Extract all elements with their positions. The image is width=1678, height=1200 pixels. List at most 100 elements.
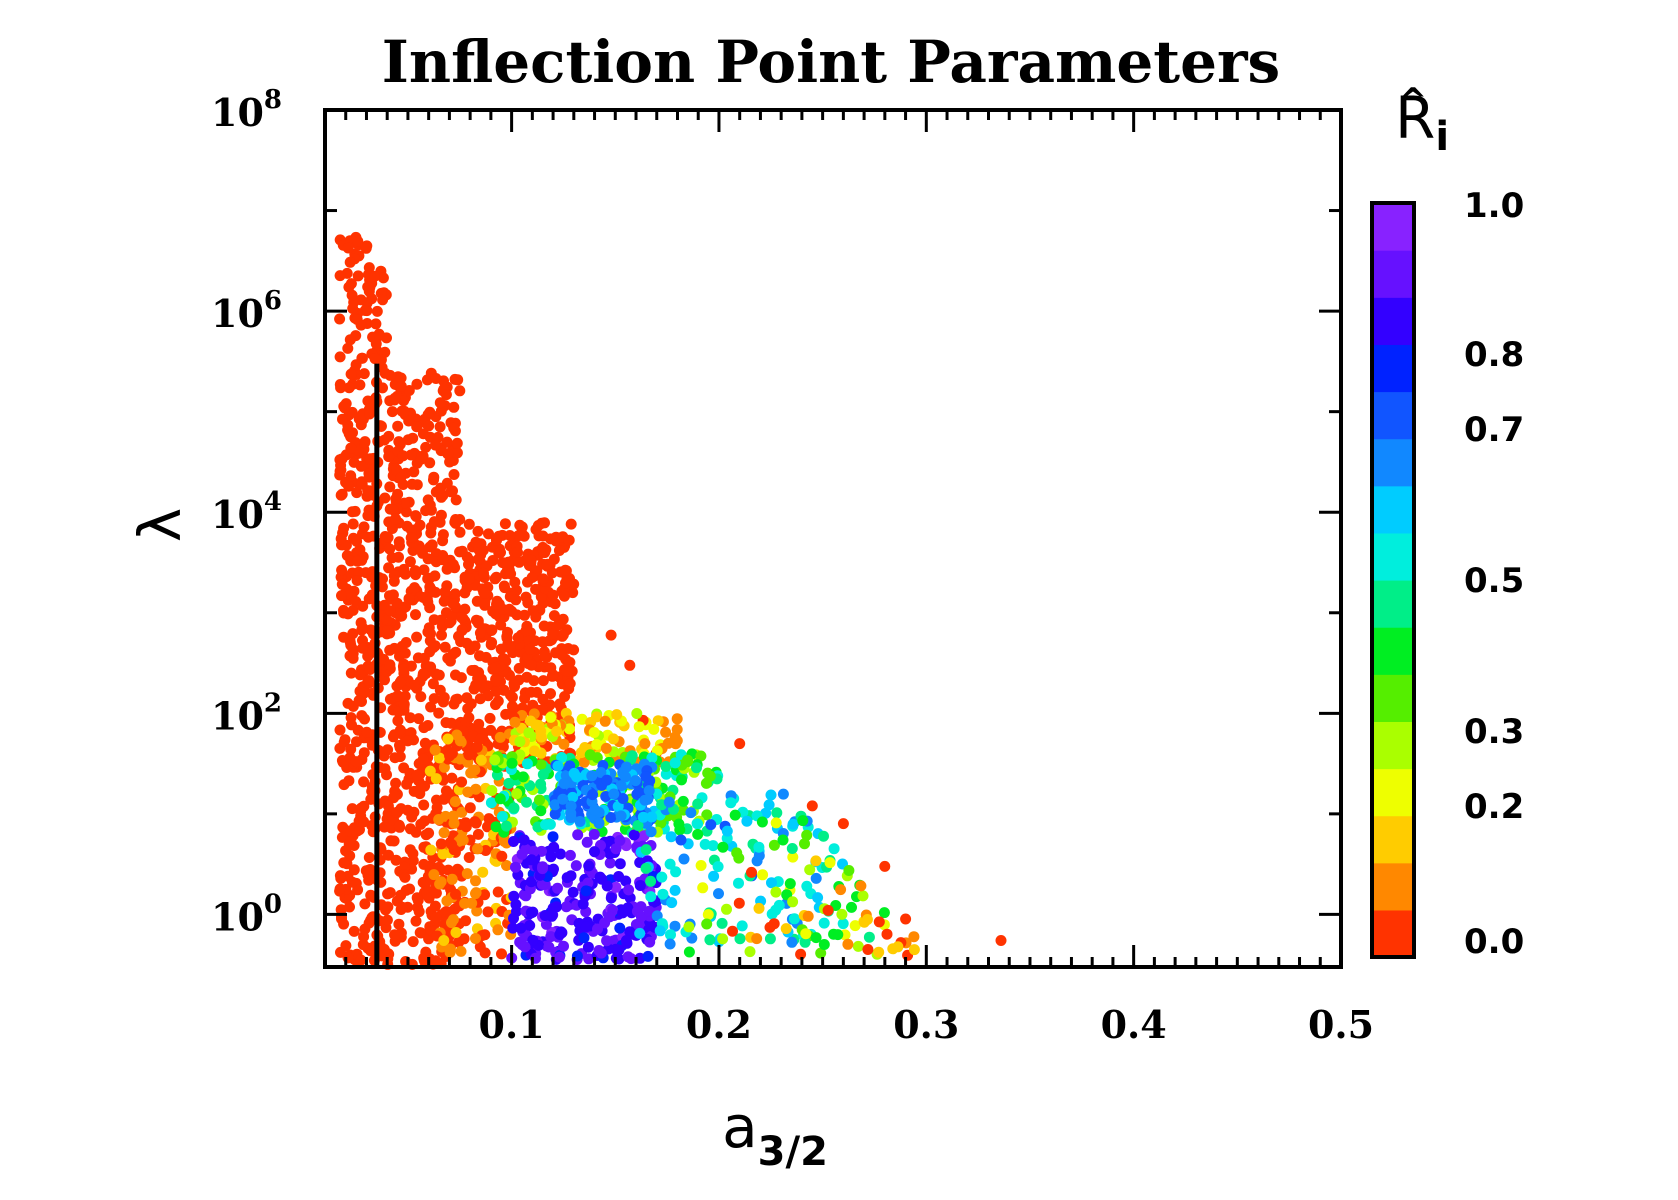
- data-point: [398, 395, 410, 407]
- data-point: [509, 576, 521, 588]
- data-point: [445, 717, 457, 729]
- data-point: [506, 691, 518, 703]
- data-point: [420, 505, 432, 517]
- data-point: [736, 920, 748, 932]
- data-point: [396, 901, 408, 913]
- data-point: [619, 771, 631, 783]
- data-point: [454, 753, 466, 765]
- data-point: [392, 690, 404, 702]
- data-point: [528, 845, 540, 857]
- data-point: [525, 715, 536, 727]
- data-point: [386, 406, 398, 418]
- data-point: [818, 830, 829, 842]
- data-point: [712, 861, 724, 873]
- data-point: [403, 593, 415, 605]
- data-point: [338, 857, 350, 869]
- data-point: [347, 652, 359, 664]
- data-point: [454, 385, 466, 397]
- data-point: [461, 582, 473, 594]
- data-point: [403, 415, 415, 427]
- data-point: [389, 392, 401, 404]
- data-point: [654, 925, 666, 937]
- data-point: [824, 857, 836, 869]
- data-point: [645, 826, 657, 838]
- data-point: [558, 778, 570, 789]
- data-point: [486, 637, 498, 648]
- data-point: [628, 829, 640, 841]
- colorbar-label: 0.8: [1464, 335, 1524, 375]
- data-point: [756, 816, 768, 828]
- data-point: [342, 697, 354, 709]
- data-point: [344, 256, 356, 268]
- data-point: [351, 555, 363, 567]
- data-point: [383, 562, 395, 574]
- data-point: [524, 643, 536, 655]
- data-point: [705, 819, 717, 831]
- data-point: [666, 897, 678, 909]
- data-point: [447, 914, 459, 926]
- data-point: [611, 709, 623, 721]
- data-point: [642, 950, 654, 962]
- data-point: [482, 906, 494, 918]
- data-point: [545, 931, 557, 943]
- data-point: [517, 771, 529, 783]
- data-point: [363, 262, 375, 274]
- data-point: [404, 712, 416, 724]
- data-point: [760, 807, 772, 819]
- data-point: [424, 765, 436, 777]
- data-point: [465, 698, 477, 710]
- data-point: [699, 838, 711, 850]
- data-point: [525, 854, 537, 866]
- data-point: [384, 369, 396, 381]
- data-point: [490, 699, 501, 711]
- data-point: [408, 679, 420, 691]
- data-point: [506, 700, 518, 712]
- data-point: [475, 733, 487, 745]
- y-tick-labels: 100 102 104 106 108: [211, 85, 282, 939]
- data-point: [359, 898, 371, 910]
- colorbar-segment: [1372, 297, 1414, 345]
- data-point: [407, 432, 419, 444]
- colorbar-label: 0.7: [1464, 410, 1524, 450]
- data-point: [394, 820, 405, 832]
- data-point: [426, 539, 438, 551]
- data-point: [729, 809, 741, 821]
- data-point: [764, 933, 776, 945]
- x-tick-label: 0.1: [479, 1002, 545, 1047]
- data-point: [697, 882, 709, 894]
- data-point: [721, 903, 732, 915]
- data-point: [832, 929, 844, 941]
- data-point: [640, 862, 652, 874]
- data-point: [558, 590, 570, 602]
- data-point: [463, 852, 475, 863]
- data-point: [427, 642, 439, 653]
- data-point: [547, 831, 559, 843]
- data-point: [563, 534, 575, 546]
- data-point: [490, 534, 502, 546]
- data-point: [415, 691, 427, 703]
- data-point: [494, 731, 506, 743]
- data-point: [441, 477, 453, 489]
- data-point: [418, 652, 430, 664]
- data-point: [359, 437, 371, 449]
- data-point: [780, 923, 792, 935]
- data-point: [456, 624, 468, 636]
- data-point: [514, 519, 526, 531]
- data-point: [392, 420, 404, 432]
- data-point: [486, 785, 498, 796]
- colorbar-label: 0.0: [1464, 922, 1524, 962]
- data-point: [382, 625, 394, 636]
- data-point: [733, 877, 744, 889]
- data-point: [511, 905, 522, 917]
- colorbar-segment: [1372, 627, 1414, 675]
- data-point: [345, 470, 357, 482]
- data-point: [578, 932, 590, 944]
- data-point: [336, 453, 348, 465]
- data-point: [442, 652, 454, 664]
- data-point: [908, 931, 920, 943]
- data-point: [797, 815, 809, 827]
- data-point: [413, 906, 425, 918]
- data-point: [402, 804, 414, 816]
- data-point: [440, 389, 452, 401]
- data-point: [410, 511, 422, 522]
